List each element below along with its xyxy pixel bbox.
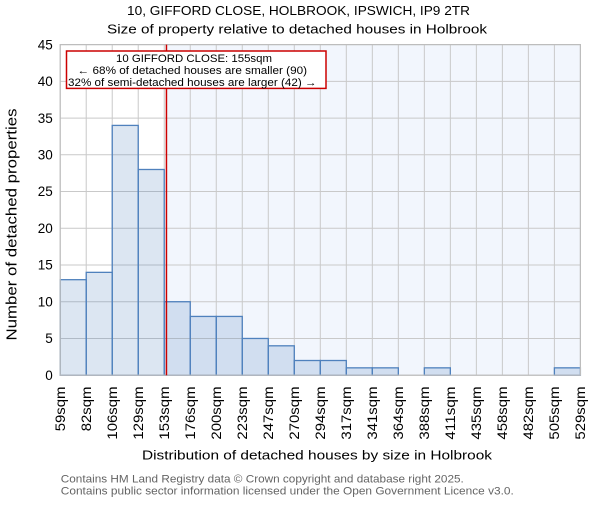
svg-text:223sqm: 223sqm: [235, 387, 250, 440]
svg-text:Distribution of detached house: Distribution of detached houses by size …: [142, 448, 492, 463]
svg-text:Contains public sector informa: Contains public sector information licen…: [61, 486, 514, 498]
svg-text:5: 5: [45, 331, 53, 346]
svg-text:Number of detached properties: Number of detached properties: [5, 109, 21, 341]
svg-text:0: 0: [45, 368, 53, 383]
svg-text:388sqm: 388sqm: [417, 387, 432, 440]
svg-text:458sqm: 458sqm: [495, 387, 510, 440]
svg-text:Size of property relative to d: Size of property relative to detached ho…: [107, 22, 487, 37]
svg-text:10 GIFFORD CLOSE: 155sqm: 10 GIFFORD CLOSE: 155sqm: [116, 53, 272, 65]
svg-text:32% of semi-detached houses ar: 32% of semi-detached houses are larger (…: [68, 77, 317, 89]
svg-text:176sqm: 176sqm: [183, 387, 198, 440]
svg-text:294sqm: 294sqm: [313, 387, 328, 440]
svg-text:482sqm: 482sqm: [521, 387, 536, 440]
svg-text:341sqm: 341sqm: [365, 387, 380, 440]
svg-text:10: 10: [38, 294, 53, 309]
svg-text:20: 20: [38, 221, 53, 236]
svg-text:247sqm: 247sqm: [261, 387, 276, 440]
svg-text:10, GIFFORD CLOSE, HOLBROOK, I: 10, GIFFORD CLOSE, HOLBROOK, IPSWICH, IP…: [127, 3, 470, 18]
svg-text:59sqm: 59sqm: [53, 387, 68, 432]
svg-text:← 68% of detached houses are s: ← 68% of detached houses are smaller (90…: [78, 65, 308, 77]
svg-text:364sqm: 364sqm: [391, 387, 406, 440]
svg-text:317sqm: 317sqm: [339, 387, 354, 440]
svg-text:270sqm: 270sqm: [287, 387, 302, 440]
svg-text:82sqm: 82sqm: [79, 387, 94, 432]
svg-text:106sqm: 106sqm: [105, 387, 120, 440]
svg-text:153sqm: 153sqm: [157, 387, 172, 440]
svg-text:129sqm: 129sqm: [131, 387, 146, 440]
svg-text:25: 25: [38, 184, 53, 199]
svg-text:411sqm: 411sqm: [443, 387, 458, 440]
svg-text:Contains HM Land Registry data: Contains HM Land Registry data © Crown c…: [61, 474, 464, 486]
svg-text:435sqm: 435sqm: [469, 387, 484, 440]
svg-text:30: 30: [38, 148, 53, 163]
svg-text:35: 35: [38, 111, 53, 126]
svg-text:505sqm: 505sqm: [547, 387, 562, 440]
svg-text:529sqm: 529sqm: [573, 387, 588, 440]
svg-text:15: 15: [38, 258, 53, 273]
svg-text:40: 40: [38, 74, 53, 89]
svg-text:45: 45: [38, 37, 53, 52]
svg-text:200sqm: 200sqm: [209, 387, 224, 440]
